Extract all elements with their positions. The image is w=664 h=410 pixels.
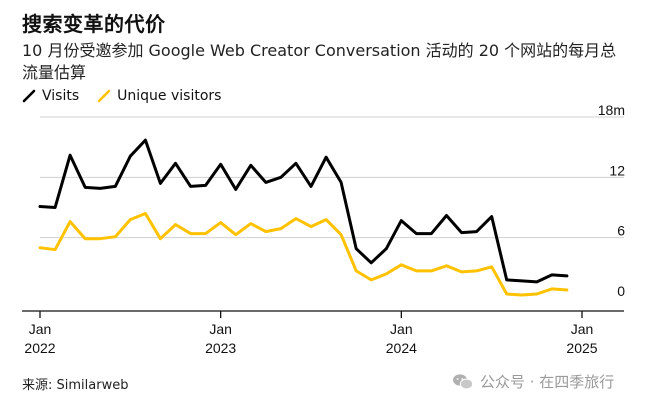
y-axis-ticks: 18m 0 6 12 bbox=[598, 102, 625, 299]
wechat-icon bbox=[453, 373, 474, 389]
y-tick-label: 6 bbox=[617, 223, 625, 239]
legend-swatch-unique-visitors bbox=[97, 89, 111, 103]
x-tick-year: 2025 bbox=[566, 340, 597, 356]
legend-item-visits: Visits bbox=[22, 88, 79, 104]
series-lines bbox=[38, 138, 569, 297]
y-tick-label: 12 bbox=[609, 162, 625, 178]
watermark-text: 公众号 · 在四季旅行 bbox=[480, 373, 615, 391]
legend-label-visits: Visits bbox=[42, 88, 80, 104]
series-line-unique-visitors bbox=[38, 212, 569, 297]
y-tick-label: 18m bbox=[598, 102, 625, 118]
x-tick-year: 2024 bbox=[386, 340, 417, 356]
x-axis-ticks: Jan 2022 Jan 2023 Jan 2024 Jan 2025 bbox=[24, 311, 598, 356]
chart-title: 搜索变革的代价 bbox=[22, 12, 166, 36]
x-tick-year: 2022 bbox=[24, 340, 55, 356]
source-note: 来源: Similarweb bbox=[22, 378, 129, 393]
gridlines bbox=[40, 116, 624, 239]
legend-item-unique-visitors: Unique visitors bbox=[97, 88, 221, 104]
x-tick-year: 2023 bbox=[205, 340, 236, 356]
chart-subtitle: 10 月份受邀参加 Google Web Creator Conversatio… bbox=[22, 41, 617, 82]
watermark: 公众号 · 在四季旅行 bbox=[452, 371, 614, 392]
x-tick-label: Jan bbox=[571, 321, 594, 337]
y-tick-label: 0 bbox=[617, 283, 625, 299]
x-tick-label: Jan bbox=[29, 321, 52, 337]
legend-label-unique-visitors: Unique visitors bbox=[117, 88, 222, 104]
legend: Visits Unique visitors bbox=[22, 88, 221, 104]
x-tick-label: Jan bbox=[209, 321, 232, 337]
legend-swatch-visits bbox=[22, 89, 36, 103]
x-tick-label: Jan bbox=[390, 321, 413, 337]
series-line-visits bbox=[38, 138, 569, 284]
